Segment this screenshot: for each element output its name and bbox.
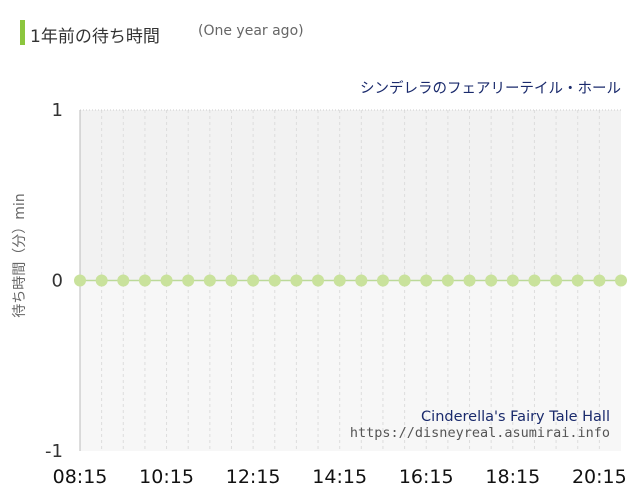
watermark-url: https://disneyreal.asumirai.info — [350, 425, 610, 441]
y-axis-label: 待ち時間（分）min — [12, 193, 28, 317]
x-tick-label: 20:15 — [572, 466, 627, 488]
chart-svg: 1 0 -1 08:15 10:15 12:15 14:15 16:15 18:15 20:15… — [12, 79, 627, 488]
x-tick-labels: 08:15 10:15 12:15 14:15 16:15 18:15 20:15 — [53, 466, 627, 488]
y-tick-label: 1 — [52, 100, 63, 121]
data-point — [333, 274, 346, 287]
data-point — [420, 274, 433, 287]
data-point — [398, 274, 411, 287]
data-point — [463, 274, 476, 287]
data-point — [355, 274, 368, 287]
title-accent-bar — [20, 20, 25, 45]
header: 1年前の待ち時間 (One year ago) — [0, 0, 640, 64]
data-point — [312, 274, 325, 287]
data-point — [95, 274, 108, 287]
plot-area-upper — [80, 110, 621, 281]
x-tick-label: 12:15 — [226, 466, 281, 488]
data-point — [528, 274, 541, 287]
y-tick-label: 0 — [52, 271, 63, 292]
data-point — [376, 274, 389, 287]
plot-area-lower — [80, 280, 621, 451]
data-point — [138, 274, 151, 287]
data-point — [593, 274, 606, 287]
x-tick-label: 18:15 — [485, 466, 540, 488]
y-tick-labels: 1 0 -1 — [45, 100, 63, 462]
page-subtitle: (One year ago) — [198, 23, 304, 39]
data-point — [74, 274, 86, 287]
data-point — [615, 274, 627, 287]
data-point — [550, 274, 563, 287]
data-point — [160, 274, 173, 287]
data-point — [203, 274, 216, 287]
x-tick-label: 16:15 — [399, 466, 454, 488]
data-point — [225, 274, 238, 287]
x-tick-label: 10:15 — [139, 466, 194, 488]
data-points — [74, 274, 627, 287]
page-title: 1年前の待ち時間 — [30, 27, 160, 47]
x-tick-label: 14:15 — [312, 466, 367, 488]
data-point — [182, 274, 195, 287]
data-point — [441, 274, 454, 287]
data-point — [571, 274, 584, 287]
data-point — [247, 274, 260, 287]
data-point — [117, 274, 130, 287]
y-tick-label: -1 — [45, 441, 63, 462]
data-point — [485, 274, 498, 287]
watermark-name: Cinderella's Fairy Tale Hall — [421, 409, 610, 425]
data-point — [506, 274, 519, 287]
x-tick-label: 08:15 — [53, 466, 108, 488]
data-point — [290, 274, 303, 287]
data-point — [268, 274, 281, 287]
attraction-name: シンデレラのフェアリーテイル・ホール — [360, 79, 621, 97]
chart: 1 0 -1 08:15 10:15 12:15 14:15 16:15 18:15 20:15… — [0, 64, 640, 500]
